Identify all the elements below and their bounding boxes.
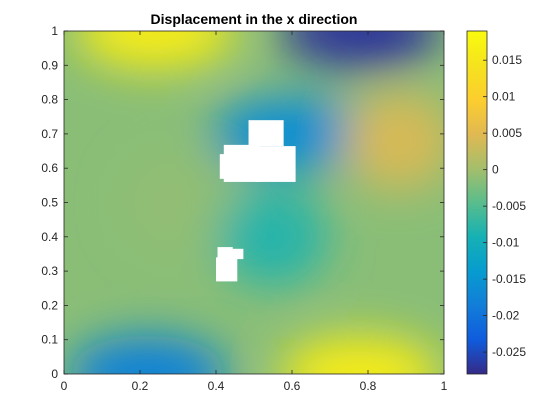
field-feature-6 (123, 152, 233, 253)
chart-title: Displacement in the x direction (151, 11, 358, 27)
field-feature-1 (280, 336, 441, 374)
x-tick-label-1: 0.2 (132, 379, 149, 393)
hole-piece-0 (248, 120, 284, 147)
colorbar-tick-label-3: -0.01 (492, 236, 520, 250)
colorbar-ticks: -0.025 -0.02 -0.015 -0.01 -0.005 0 0.005 0.01 0.… (483, 53, 526, 359)
colorbar-tick-label-2: -0.015 (492, 272, 526, 286)
hole-lower-cluster (216, 247, 244, 282)
y-tick-label-8: 0.8 (41, 93, 58, 107)
x-tick-label-5: 1 (441, 379, 448, 393)
y-tick-label-10: 1 (51, 24, 58, 38)
y-tick-label-5: 0.5 (41, 196, 58, 210)
hole-upper-cluster (219, 120, 296, 182)
hole-piece-2 (216, 257, 238, 282)
field-blobs (67, 31, 444, 374)
x-tick-label-2: 0.4 (208, 379, 225, 393)
x-tick-label-4: 0.8 (360, 379, 377, 393)
field-holes (216, 120, 296, 282)
field-feature-2 (280, 31, 441, 69)
colorbar-tick-label-4: -0.005 (492, 199, 526, 213)
field-feature-5 (343, 90, 444, 191)
field-feature-3 (67, 336, 228, 374)
y-axis: 0 0.1 0.2 0.3 0.4 0.5 0.6 0.7 0.8 0.9 1 (41, 24, 444, 381)
y-tick-label-1: 0.1 (41, 333, 58, 347)
colorbar: -0.025 -0.02 -0.015 -0.01 -0.005 0 0.005 0.01 0.… (466, 30, 526, 375)
colorbar-tick-label-0: -0.025 (492, 345, 526, 359)
colorbar-tick-label-7: 0.01 (492, 90, 516, 104)
y-tick-label-6: 0.6 (41, 161, 58, 175)
colorbar-fill (466, 30, 488, 375)
colorbar-tick-label-8: 0.015 (492, 53, 522, 67)
y-tick-label-2: 0.2 (41, 298, 58, 312)
y-tick-label-3: 0.3 (41, 264, 58, 278)
hole-piece-2 (255, 146, 296, 182)
y-tick-label-7: 0.7 (41, 127, 58, 141)
field-feature-0 (75, 31, 236, 69)
y-tick-label-4: 0.4 (41, 230, 58, 244)
y-tick-label-9: 0.9 (41, 58, 58, 72)
colorbar-tick-label-1: -0.02 (492, 309, 520, 323)
hole-piece-3 (219, 154, 244, 179)
plot-area: 0 0.2 0.4 0.6 0.8 1 0 0.1 0.2 0.3 0.4 0.5 0.6 0.7 0.8… (41, 24, 448, 393)
field-feature-7 (218, 186, 328, 287)
hole-piece-1 (228, 248, 244, 260)
y-tick-label-0: 0 (51, 367, 58, 381)
colorbar-tick-label-5: 0 (492, 163, 499, 177)
x-tick-label-0: 0 (61, 379, 68, 393)
colorbar-tick-label-6: 0.005 (492, 126, 522, 140)
x-axis: 0 0.2 0.4 0.6 0.8 1 (61, 31, 448, 393)
x-tick-label-3: 0.6 (284, 379, 301, 393)
